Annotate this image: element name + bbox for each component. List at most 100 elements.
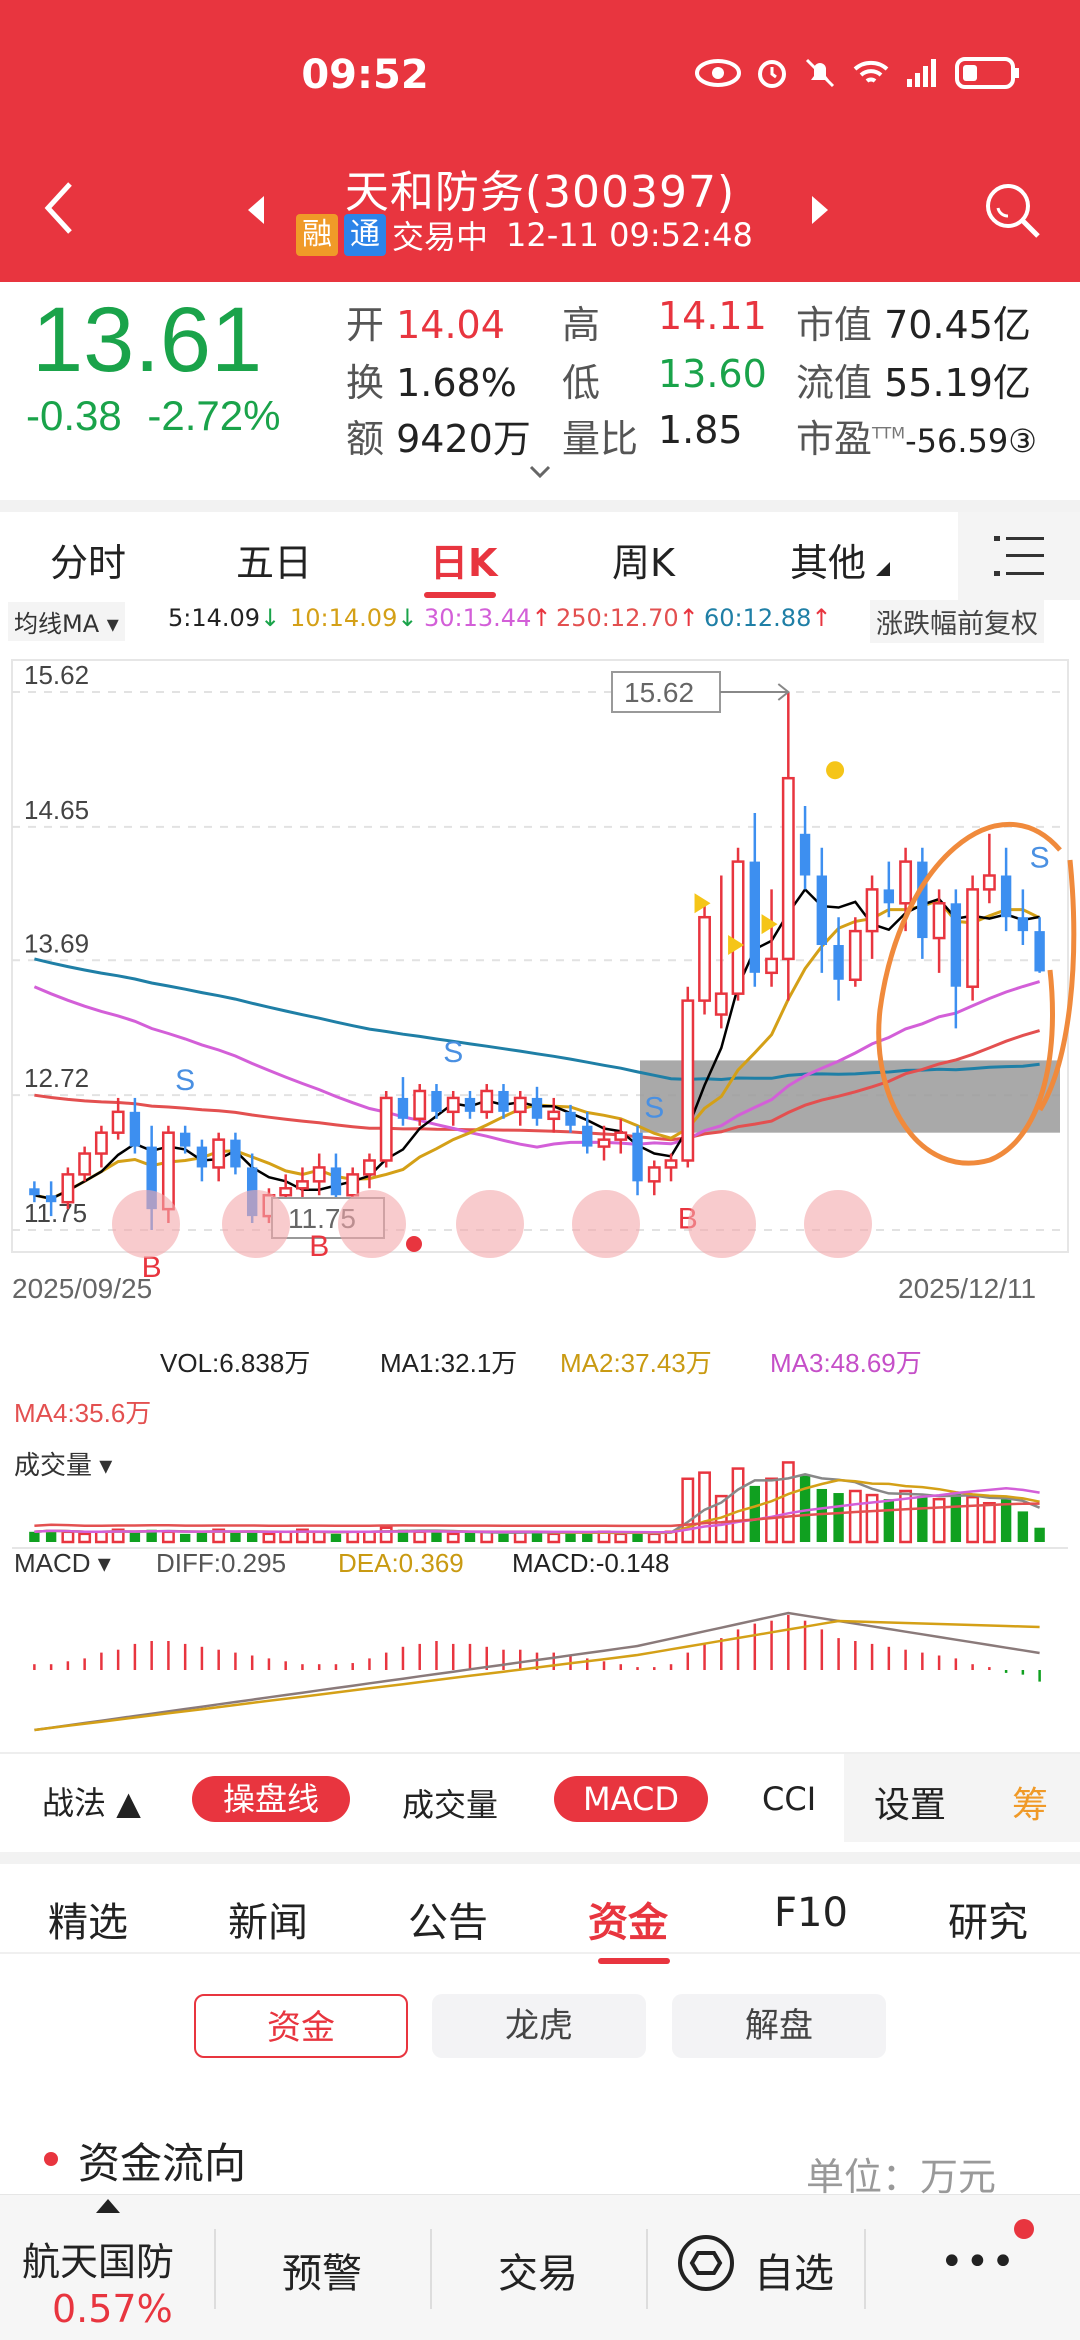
pe-field: 市盈TTM-56.59③ (796, 417, 1037, 461)
adjust-mode[interactable]: 涨跌幅前复权 (870, 600, 1044, 643)
battery-icon (955, 57, 1019, 89)
subtab-analysis[interactable]: 解盘 (672, 1994, 886, 2058)
ma250-line (34, 1029, 1041, 1142)
signal-flag-icon (694, 893, 711, 914)
trade-button[interactable]: 交易 (498, 2251, 578, 2297)
zhanfa-button[interactable]: 战法 ▲ (42, 1784, 141, 1822)
subtab-funds[interactable]: 资金 (194, 1994, 408, 2058)
candle-body (932, 902, 946, 940)
volume-bar (848, 1489, 862, 1544)
macd-pill[interactable]: MACD (554, 1776, 708, 1822)
candle-body (547, 1110, 561, 1121)
float-field: 流值 55.19亿 (796, 361, 1031, 405)
tab-announcements[interactable]: 公告 (408, 1900, 488, 1946)
tab-daily-k[interactable]: 日K (430, 541, 498, 585)
volume-bar (731, 1467, 745, 1544)
x-end-label: 2025/12/11 (898, 1273, 1036, 1304)
overlay-control-button[interactable] (222, 1190, 290, 1258)
caopan-pill[interactable]: 操盘线 (192, 1776, 350, 1822)
tab-five-day[interactable]: 五日 (236, 541, 313, 585)
next-stock-icon[interactable] (812, 196, 828, 224)
candle-body (565, 1111, 576, 1126)
kline-chart[interactable]: 15.6214.6513.6912.7211.7515.6211.75BBBSS… (0, 640, 1080, 1750)
volume-bar (94, 1530, 108, 1544)
more-button[interactable]: ••• (940, 2239, 1017, 2285)
buy-marker: B (309, 1230, 329, 1263)
fund-flow-title: 资金流向 (78, 2139, 247, 2188)
tab-other[interactable]: 其他 (790, 541, 867, 585)
tab-research[interactable]: 研究 (948, 1900, 1028, 1946)
subtab-dragon-tiger[interactable]: 龙虎 (432, 1994, 646, 2058)
tab-intraday[interactable]: 分时 (50, 541, 127, 585)
tab-weekly-k[interactable]: 周K (612, 541, 675, 585)
volume-bar (397, 1529, 409, 1542)
overlay-control-button[interactable] (804, 1190, 872, 1258)
prev-stock-icon[interactable] (248, 196, 264, 224)
diff-line (34, 1611, 1040, 1732)
candle-body (848, 929, 862, 982)
chart-settings-button[interactable] (958, 512, 1080, 600)
y-tick-label: 11.75 (24, 1198, 87, 1228)
overlay-control-button[interactable] (456, 1190, 524, 1258)
candle-body (413, 1089, 427, 1121)
alert-button[interactable]: 预警 (282, 2251, 362, 2297)
candle-body (917, 861, 928, 939)
volume-bar (464, 1531, 476, 1542)
chips-button[interactable]: 筹 (1012, 1785, 1049, 1826)
candle-body (799, 833, 811, 876)
candle-body (632, 1132, 643, 1182)
volume-bar (582, 1533, 593, 1542)
volume-bar (816, 1488, 828, 1542)
kline-frame (11, 659, 1069, 1253)
candle-body (614, 1131, 628, 1141)
volume-bar (833, 1493, 844, 1542)
section-dot (44, 2152, 58, 2166)
ma5-value: 5:14.09↓ (168, 604, 281, 632)
volume-bar (111, 1528, 125, 1544)
overlay-control-button[interactable] (688, 1190, 756, 1258)
badge-tong: 通 (344, 214, 386, 256)
mute-bell-icon (805, 58, 835, 88)
volume-bar (1000, 1499, 1012, 1542)
tab-f10[interactable]: F10 (774, 1890, 848, 1936)
tab-funds[interactable]: 资金 (588, 1900, 668, 1946)
ma30-line (33, 980, 1041, 1149)
status-time: 09:52 (301, 52, 429, 98)
tab-news[interactable]: 新闻 (228, 1900, 308, 1946)
candle-body (714, 992, 728, 1016)
settings-button[interactable]: 设置 (874, 1785, 947, 1826)
candle-body (196, 1146, 208, 1168)
back-icon[interactable] (40, 178, 80, 238)
volume-bar (29, 1531, 40, 1542)
volume-bar (932, 1497, 946, 1544)
watchlist-button[interactable]: 自选 (754, 2251, 834, 2297)
candle-body (531, 1097, 543, 1119)
volume-bar (614, 1532, 628, 1544)
buy-marker: B (142, 1251, 162, 1284)
expand-chevron-icon[interactable] (528, 464, 552, 480)
overlay-control-button[interactable] (338, 1190, 406, 1258)
info-tab-underline (598, 1958, 670, 1964)
volume-label: 成交量 ▾ (14, 1450, 112, 1480)
volume-bar (45, 1529, 57, 1542)
candle-body (1000, 875, 1012, 918)
overlay-control-button[interactable] (572, 1190, 640, 1258)
volume-bar (230, 1531, 241, 1542)
last-price: 13.61 (32, 289, 263, 391)
candle-body (363, 1159, 376, 1176)
search-icon[interactable] (982, 180, 1044, 242)
candle-body (833, 945, 844, 980)
sector-name[interactable]: 航天国防 (22, 2240, 175, 2284)
ma-selector[interactable]: 均线MA ▾ (8, 602, 125, 641)
volume-indicator[interactable]: 成交量 (402, 1786, 499, 1824)
candle-body (146, 1146, 157, 1210)
cci-indicator[interactable]: CCI (762, 1780, 817, 1818)
max-arrow (720, 683, 790, 701)
tab-featured[interactable]: 精选 (48, 1900, 128, 1946)
overlay-control-button[interactable] (112, 1190, 180, 1258)
volume-bar (1017, 1511, 1029, 1542)
page-title: 天和防务(300397) (344, 167, 736, 218)
volume-bar (61, 1530, 75, 1544)
candle-body (78, 1152, 92, 1176)
candle-body (94, 1131, 108, 1155)
